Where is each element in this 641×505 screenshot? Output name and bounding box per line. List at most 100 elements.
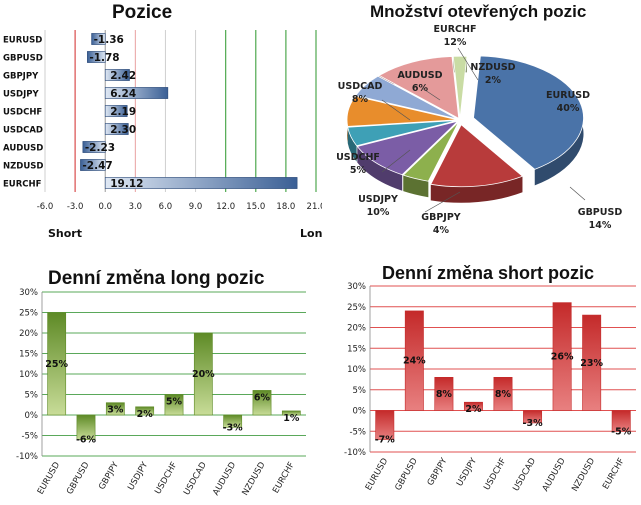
long-caption: Long bbox=[300, 227, 322, 240]
short-change-chart: -10% -5% 0% 5% 10% 15% 20% 25% 30% -7% EURUSD 24% GB… bbox=[344, 282, 636, 493]
y-tick-label: 5% bbox=[25, 391, 39, 401]
bar bbox=[82, 141, 106, 153]
bar bbox=[493, 377, 513, 411]
category-label: NZDUSD bbox=[570, 456, 597, 493]
short-caption: Short bbox=[48, 227, 82, 240]
bar bbox=[104, 177, 298, 189]
bar bbox=[463, 401, 483, 411]
pie-title: Množství otevřených pozic bbox=[370, 2, 587, 21]
slice-label: AUDUSD bbox=[397, 70, 442, 81]
category-label: EURCHF bbox=[3, 180, 42, 190]
category-label: USDCAD bbox=[182, 460, 209, 497]
short-title: Denní změna short pozic bbox=[382, 263, 595, 283]
value-label: -3% bbox=[523, 418, 544, 429]
bar bbox=[104, 69, 130, 81]
y-tick-label: 30% bbox=[347, 282, 366, 292]
category-label: USDCHF bbox=[153, 460, 179, 496]
y-tick-label: 25% bbox=[347, 303, 366, 313]
value-label: 26% bbox=[551, 352, 574, 363]
bar bbox=[76, 414, 96, 440]
bar bbox=[611, 410, 631, 432]
value-label: 5% bbox=[166, 397, 183, 408]
category-label: USDJPY bbox=[126, 460, 150, 492]
category-label: USDJPY bbox=[3, 90, 39, 100]
value-label: 19.12 bbox=[110, 178, 143, 190]
bar bbox=[434, 377, 454, 411]
slice-label: GBPUSD bbox=[578, 207, 623, 218]
category-label: GBPJPY bbox=[97, 460, 121, 492]
bar bbox=[104, 123, 129, 135]
x-tick-label: -6.0 bbox=[37, 202, 54, 212]
category-label: USDCHF bbox=[482, 456, 508, 492]
y-tick-label: -5% bbox=[349, 427, 366, 437]
slice-label: EURCHF bbox=[434, 24, 477, 35]
value-label: 8% bbox=[495, 389, 512, 400]
category-label: EURUSD bbox=[36, 460, 63, 496]
bar bbox=[105, 402, 125, 416]
y-tick-label: 15% bbox=[347, 344, 366, 354]
category-label: USDCHF bbox=[3, 108, 42, 118]
pie-slice-side bbox=[403, 175, 429, 198]
bar bbox=[552, 302, 572, 411]
pozice-title: Pozice bbox=[112, 2, 173, 23]
y-tick-label: 5% bbox=[353, 386, 367, 396]
slice-label: USDJPY bbox=[358, 194, 398, 205]
pie-slice bbox=[402, 121, 460, 182]
y-tick-label: -10% bbox=[16, 452, 38, 462]
pie-slice bbox=[430, 124, 524, 188]
y-tick-label: -10% bbox=[344, 448, 366, 458]
y-tick-label: 30% bbox=[19, 288, 38, 298]
bar bbox=[404, 310, 424, 411]
bar bbox=[80, 159, 106, 171]
bar bbox=[281, 410, 301, 416]
value-label: 2% bbox=[137, 409, 154, 420]
category-label: AUDUSD bbox=[3, 144, 43, 154]
value-label: -7% bbox=[375, 435, 396, 446]
value-label: 25% bbox=[45, 359, 68, 370]
slice-value-label: 2% bbox=[485, 75, 502, 86]
bar bbox=[252, 390, 272, 416]
value-label: 20% bbox=[192, 369, 215, 380]
y-tick-label: 10% bbox=[19, 370, 38, 380]
x-tick-label: 12.0 bbox=[216, 202, 235, 212]
bar bbox=[104, 105, 128, 117]
category-label: AUDUSD bbox=[541, 456, 568, 493]
slice-label: EURUSD bbox=[546, 90, 590, 101]
bar bbox=[582, 314, 602, 411]
x-tick-label: -3.0 bbox=[67, 202, 84, 212]
slice-label: USDCAD bbox=[338, 81, 383, 92]
pie-slice bbox=[356, 120, 460, 176]
category-label: EURCHF bbox=[271, 460, 297, 495]
value-label: 1% bbox=[283, 413, 300, 424]
value-label: -2.23 bbox=[85, 142, 115, 154]
slice-value-label: 40% bbox=[557, 103, 580, 114]
slice-value-label: 6% bbox=[412, 83, 429, 94]
leader-line bbox=[457, 47, 479, 81]
leader-line bbox=[424, 191, 461, 213]
category-label: USDCAD bbox=[3, 126, 43, 136]
bar bbox=[375, 410, 395, 440]
x-tick-label: 9.0 bbox=[189, 202, 203, 212]
category-label: GBPJPY bbox=[3, 72, 39, 82]
x-tick-label: 3.0 bbox=[129, 202, 143, 212]
slice-value-label: 8% bbox=[352, 94, 369, 105]
value-label: -5% bbox=[611, 426, 632, 437]
category-label: GBPUSD bbox=[3, 54, 43, 64]
y-tick-label: 0% bbox=[353, 407, 367, 417]
leader-line bbox=[421, 87, 441, 101]
bar bbox=[47, 312, 67, 416]
leader-line bbox=[569, 186, 586, 201]
value-label: -3% bbox=[223, 422, 244, 433]
bar bbox=[193, 332, 213, 416]
x-tick-label: 21.0 bbox=[307, 202, 322, 212]
pie-slice bbox=[452, 55, 468, 119]
value-label: -2.47 bbox=[82, 160, 112, 172]
y-tick-label: 10% bbox=[347, 365, 366, 375]
y-tick-label: 15% bbox=[19, 350, 38, 360]
pie-slice bbox=[378, 56, 460, 120]
value-label: 3% bbox=[107, 405, 124, 416]
category-label: AUDUSD bbox=[211, 460, 238, 497]
x-tick-label: 15.0 bbox=[246, 202, 265, 212]
bar bbox=[135, 406, 155, 416]
bar bbox=[87, 51, 106, 63]
